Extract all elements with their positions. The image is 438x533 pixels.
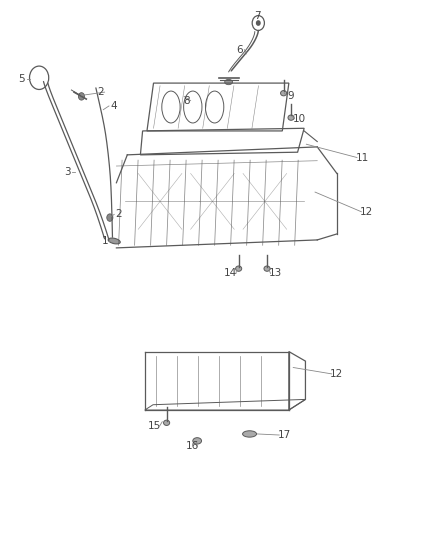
Text: 1: 1	[102, 236, 109, 246]
Ellipse shape	[264, 266, 270, 271]
Text: 8: 8	[183, 95, 190, 106]
Text: 11: 11	[356, 152, 369, 163]
Text: 13: 13	[269, 269, 283, 278]
Text: 9: 9	[288, 91, 294, 101]
Text: 4: 4	[110, 101, 117, 111]
Text: 14: 14	[224, 269, 237, 278]
Text: 2: 2	[115, 209, 122, 220]
Ellipse shape	[163, 420, 170, 425]
Ellipse shape	[281, 91, 287, 96]
Text: 12: 12	[330, 369, 343, 379]
Text: 5: 5	[18, 75, 25, 84]
Ellipse shape	[225, 79, 233, 85]
Text: 12: 12	[360, 207, 373, 217]
Circle shape	[107, 214, 113, 221]
Ellipse shape	[243, 431, 257, 437]
Text: 16: 16	[186, 441, 199, 451]
Text: 3: 3	[64, 167, 71, 177]
Ellipse shape	[236, 266, 242, 271]
Text: 7: 7	[254, 11, 261, 21]
Ellipse shape	[108, 238, 120, 244]
Text: 15: 15	[148, 421, 161, 431]
Text: 17: 17	[278, 430, 291, 440]
Ellipse shape	[288, 115, 294, 120]
Circle shape	[257, 21, 260, 25]
Text: 2: 2	[97, 87, 103, 97]
Circle shape	[78, 93, 85, 100]
Ellipse shape	[193, 438, 201, 444]
Text: 6: 6	[237, 45, 243, 54]
Text: 10: 10	[293, 114, 306, 124]
